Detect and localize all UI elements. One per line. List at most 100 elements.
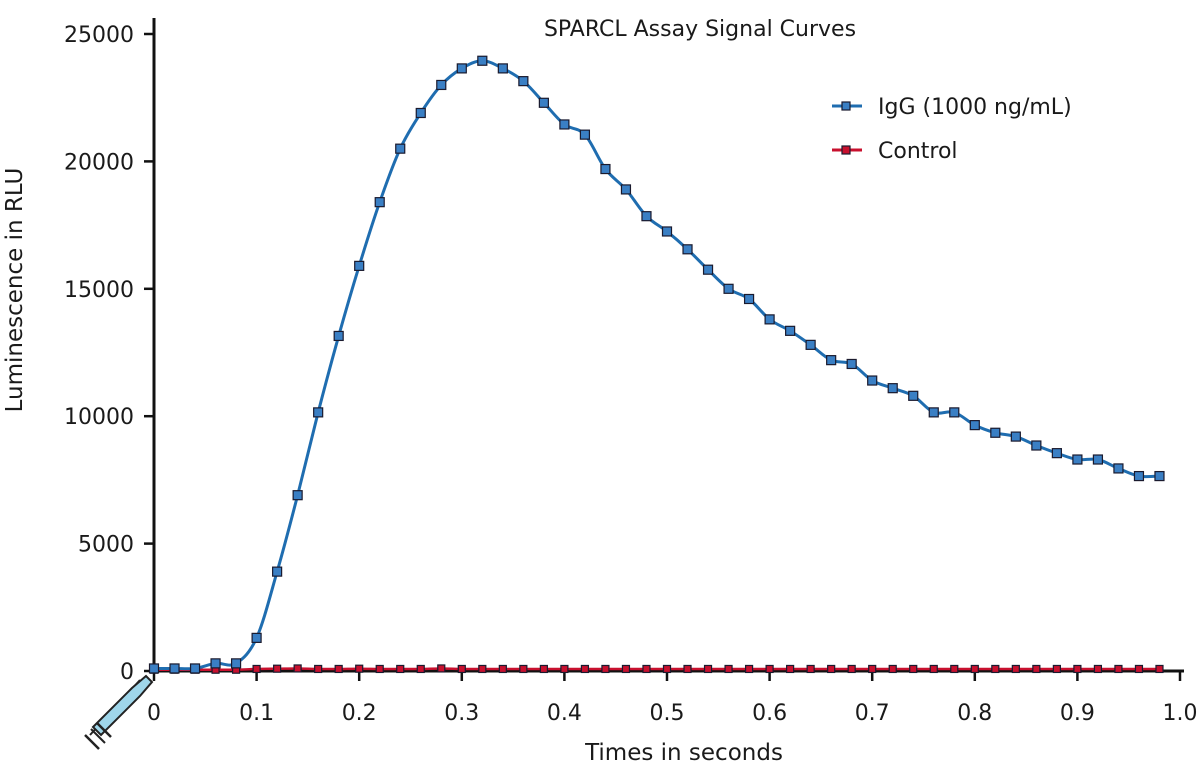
data-point-igg: [395, 143, 406, 154]
data-point-control: [601, 664, 610, 674]
x-tick-label: 0.8: [957, 701, 992, 726]
data-point-igg: [313, 407, 324, 418]
x-tick-label: 0.6: [752, 701, 787, 726]
data-point-control: [806, 664, 815, 674]
y-tick-label: 5000: [78, 533, 134, 558]
syringe-icon: [84, 674, 154, 750]
x-tick-label: 0.4: [547, 701, 582, 726]
data-point-igg: [949, 407, 960, 418]
data-point-control: [970, 664, 979, 674]
y-tick-label: 20000: [64, 150, 134, 175]
data-point-igg: [415, 107, 426, 119]
y-tick-label: 10000: [64, 405, 134, 430]
data-point-igg: [456, 63, 467, 74]
series-line-control: [154, 667, 1160, 672]
data-point-igg: [1072, 454, 1083, 465]
data-point-control: [827, 664, 836, 674]
data-point-igg: [210, 658, 221, 669]
data-point-igg: [990, 427, 1001, 438]
series-layer: [148, 55, 1165, 674]
data-point-igg: [846, 358, 857, 370]
data-point-igg: [497, 63, 508, 74]
data-point-control: [1134, 664, 1144, 674]
x-tick-label: 0.1: [239, 701, 274, 726]
data-point-control: [498, 664, 507, 674]
data-point-igg: [600, 163, 611, 175]
data-point-control: [1155, 664, 1164, 674]
data-point-control: [621, 664, 631, 674]
data-point-control: [396, 664, 405, 674]
data-point-igg: [1154, 470, 1165, 482]
data-point-igg: [723, 283, 734, 294]
data-point-control: [334, 664, 343, 674]
data-point-control: [375, 664, 384, 674]
x-tick-label: 1.0: [1163, 701, 1198, 726]
data-point-igg: [661, 226, 673, 237]
data-point-igg: [251, 632, 262, 643]
data-point-igg: [292, 490, 303, 501]
data-point-control: [273, 664, 282, 673]
data-point-control: [355, 664, 364, 673]
data-point-igg: [928, 407, 939, 418]
data-point-igg: [682, 244, 693, 255]
data-point-igg: [436, 79, 447, 91]
y-tick-label: 25000: [64, 23, 134, 48]
data-point-control: [950, 664, 959, 674]
data-point-control: [1032, 664, 1041, 674]
x-tick-label: 0: [147, 701, 161, 726]
data-point-igg: [148, 663, 160, 674]
series-igg: [148, 55, 1165, 674]
data-point-control: [457, 664, 466, 674]
x-tick-label: 0.5: [650, 701, 685, 726]
legend-label: IgG (1000 ng/mL): [878, 95, 1072, 120]
data-point-igg: [620, 184, 632, 195]
x-tick-label: 0.3: [444, 701, 479, 726]
legend-label: Control: [878, 139, 958, 164]
x-tick-label: 0.9: [1060, 701, 1095, 726]
data-point-control: [314, 664, 323, 674]
data-point-igg: [272, 566, 283, 577]
y-axis-title: Luminescence in RLU: [2, 168, 28, 413]
data-point-igg: [1092, 454, 1104, 465]
data-point-igg: [908, 390, 919, 401]
y-tick-label: 0: [120, 660, 134, 685]
data-point-igg: [477, 55, 488, 66]
data-point-control: [1011, 664, 1020, 674]
data-point-control: [580, 664, 590, 674]
data-point-control: [683, 664, 692, 674]
x-tick-label: 0.7: [855, 701, 890, 726]
data-point-control: [724, 664, 733, 674]
data-point-control: [929, 664, 938, 674]
data-point-igg: [374, 197, 385, 208]
data-point-igg: [826, 355, 837, 366]
series-line-igg: [153, 59, 1160, 671]
data-point-control: [991, 664, 1000, 674]
data-point-igg: [189, 663, 201, 674]
data-point-igg: [641, 211, 652, 222]
data-point-control: [888, 664, 897, 674]
data-point-control: [703, 664, 713, 674]
data-point-control: [1093, 664, 1103, 674]
legend: IgG (1000 ng/mL) Control: [832, 95, 1072, 164]
x-tick-label: 0.2: [342, 701, 377, 726]
data-point-igg: [743, 293, 755, 305]
data-point-igg: [805, 339, 816, 350]
data-point-igg: [518, 76, 529, 87]
data-point-igg: [1113, 463, 1124, 474]
data-point-igg: [1051, 448, 1062, 459]
data-point-igg: [969, 420, 980, 431]
data-point-control: [786, 664, 795, 674]
data-point-control: [847, 664, 856, 674]
data-point-control: [868, 664, 877, 674]
x-axis-title: Times in seconds: [584, 740, 783, 766]
data-point-igg: [867, 375, 878, 386]
data-point-igg: [538, 97, 549, 108]
data-point-control: [662, 664, 672, 674]
data-point-igg: [169, 663, 180, 674]
axes: 0 5000 10000 15000 20000 25000 0 0.1 0.2 0.3 0.4 0.…: [64, 18, 1198, 726]
data-point-control: [642, 664, 651, 674]
data-point-control: [539, 664, 548, 674]
data-point-control: [437, 664, 446, 673]
data-point-igg: [559, 119, 570, 130]
